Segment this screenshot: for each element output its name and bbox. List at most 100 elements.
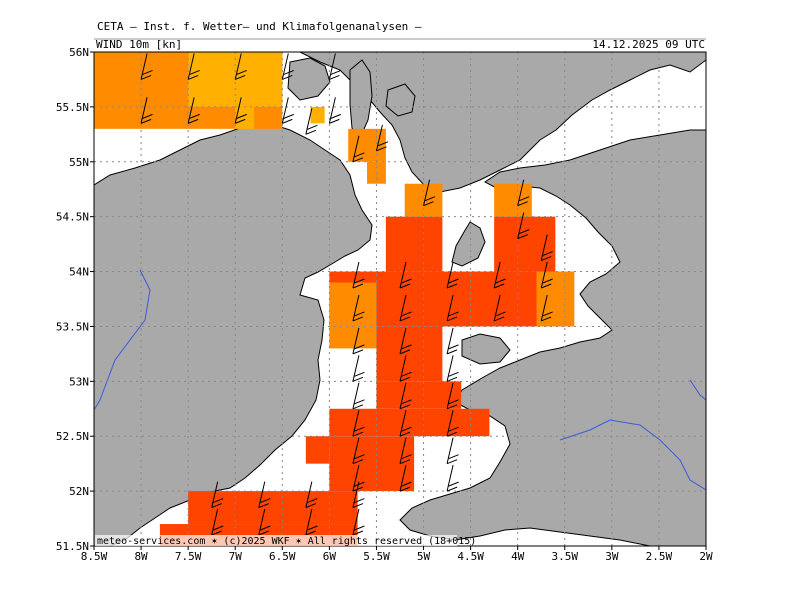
lon-tick-label: 3W [605,550,619,563]
wind-barb-flag [307,525,318,531]
wind-barb-flag [401,371,412,377]
wind-barb-flag [446,283,458,289]
wind-barb-flag [495,278,506,284]
wind-barb-flag [283,69,294,75]
wind-barb-flag [448,371,459,377]
wind-speed-cell [188,52,283,107]
wind-barb-shaft [281,97,289,124]
wind-speed-cell [494,216,556,272]
map-area [94,52,706,546]
wind-barb-flag [448,311,459,317]
wind-barb-shaft [446,464,454,492]
river-trent [689,379,706,401]
wind-barb-flag [493,283,505,289]
wind-barb-flag [399,316,411,322]
datetime-label: 14.12.2025 09 UTC [592,38,705,51]
wind-barb-flag [401,454,412,460]
wind-barbs [140,53,553,536]
wind-speed-cell [329,436,415,492]
wind-barb-flag [517,201,528,207]
wind-barb-flag [401,426,412,432]
wind-barb-shaft [446,294,454,322]
wind-barb-flag [142,113,153,119]
wind-barb-shaft [446,355,454,382]
lon-tick-label: 2W [699,550,713,563]
wind-speed-cell [376,381,462,409]
wind-barb-flag [399,283,411,289]
wind-barb-flag [352,459,364,465]
wind-barb-flag [519,229,530,235]
wind-speed-cell [494,183,532,217]
wind-barb-flag [235,74,246,80]
wind-barb-flag [446,404,458,410]
wind-barb-flag [352,530,364,536]
wind-barb-flag [189,69,200,75]
islay-island [287,57,331,101]
wind-barb-flag [401,481,412,487]
wind-barb-flag [352,376,364,382]
wind-speed-cell [404,183,443,217]
wind-barb-flag [448,344,459,350]
wind-barb-shaft [399,294,407,322]
wind-barb-shaft [140,97,148,124]
wind-barb-flag [282,74,293,80]
wind-barb-shaft [328,97,336,124]
wind-barb-flag [213,498,224,504]
wind-speed-cell [310,106,325,124]
wind-barb-flag [423,201,434,207]
wind-barb-shaft [187,53,195,80]
wind-barb-shaft [187,97,195,124]
wind-barb-flag [354,344,365,350]
wind-barb-shaft [352,135,360,162]
wind-barb-flag [236,69,247,75]
wind-barb-flag [354,454,365,460]
wind-barb-shaft [352,508,360,536]
lon-tick-label: 2.5W [646,550,673,563]
wind-speed-cell [305,436,330,464]
arran-island [385,83,416,117]
wind-barb-flag [354,278,365,284]
wind-barb-flag [542,278,553,284]
wind-barb-flag [376,146,387,152]
wind-speed-cell [329,282,377,349]
wind-barb-flag [354,426,365,432]
land [94,52,706,546]
lat-tick-labels: 56N 55.5N 55N 54.5N 54N 53.5N 53N 52.5N 52N 51.5N [56,46,94,553]
wind-barb-shaft [352,355,360,382]
wind-speed-cell [376,326,443,382]
wind-barb-flag [448,399,459,405]
wind-barb-flag [140,74,152,80]
wind-barb-flag [352,503,364,509]
wind-barb-flag [142,69,153,75]
wind-barb-shaft [281,53,289,80]
wind-barb-flag [329,118,340,124]
wind-barb-flag [446,376,458,382]
wind-barb-shaft [305,481,313,508]
wind-barb-flag [307,498,318,504]
wind-barb-flag [352,431,364,437]
wind-barb-flag [493,316,505,322]
wind-barb-flag [211,530,222,536]
wind-barb-flag [399,404,411,410]
wind-barb-flag [235,118,246,124]
anglesey-island [461,333,511,365]
rivers [94,269,706,491]
wind-barb-shaft [234,53,242,80]
wind-barb-flag [448,454,459,460]
wind-barb-flag [282,118,293,124]
wind-barb-shaft [399,382,407,409]
wind-barb-flag [399,459,411,465]
wind-barb-shaft [352,481,360,508]
lat-tick-label: 52N [69,485,89,498]
wind-speed-cell [188,491,358,525]
wind-barb-flag [140,118,152,124]
chart-title: CETA – Inst. f. Wetter– und Klimafolgena… [97,20,422,33]
lat-tick-label: 55N [69,156,89,169]
lat-tick-label: 52.5N [56,430,89,443]
lat-tick-label: 55.5N [56,101,89,114]
lon-tick-label: 5W [417,550,431,563]
lon-tick-label: 8.5W [81,550,108,563]
lat-tick-label: 54.5N [56,211,89,224]
wind-barb-flag [448,481,459,487]
wind-barb-flag [446,486,458,492]
